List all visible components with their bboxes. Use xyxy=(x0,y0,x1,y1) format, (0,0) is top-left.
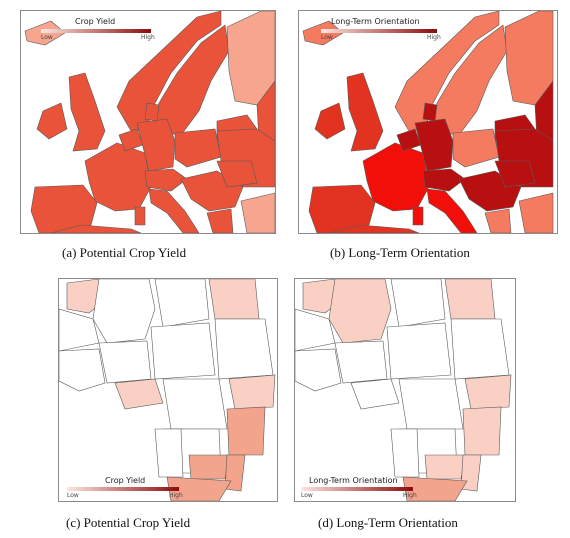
region-southern xyxy=(402,476,468,501)
region-angola xyxy=(390,428,420,478)
region-germany xyxy=(136,118,176,172)
region-north-africa xyxy=(50,224,142,233)
legend-color-ramp xyxy=(67,487,179,491)
region-poland xyxy=(452,128,500,168)
region-central xyxy=(398,378,464,430)
africa-map-crop-yield xyxy=(59,279,276,501)
legend-low-label: Low xyxy=(67,492,79,499)
map-panel-europe-crop-yield: Crop Yield Low High xyxy=(20,10,276,234)
legend-title: Crop Yield xyxy=(75,17,116,26)
legend-low-label: Low xyxy=(301,492,313,499)
region-egypt xyxy=(208,279,260,320)
region-zambia xyxy=(188,454,230,480)
legend-color-ramp xyxy=(41,29,151,33)
region-turkey-west xyxy=(518,192,554,233)
caption-a: (a) Potential Crop Yield xyxy=(62,245,187,260)
region-libya xyxy=(390,279,446,328)
region-alps xyxy=(422,168,466,192)
legend-crop-yield-c: Crop Yield Low High xyxy=(67,476,187,500)
region-niger-chad xyxy=(150,322,216,380)
region-mali xyxy=(98,340,152,384)
europe-map-long-term-orientation xyxy=(302,11,554,233)
legend-title: Crop Yield xyxy=(105,476,146,485)
legend-color-ramp xyxy=(301,487,413,491)
region-iceland xyxy=(24,20,66,46)
region-ghana-nigeria xyxy=(350,378,400,410)
region-north-africa xyxy=(328,224,420,233)
map-panel-africa-crop-yield: Crop Yield Low High xyxy=(58,278,278,502)
region-kenya-tanzania xyxy=(462,406,502,456)
region-alps xyxy=(144,168,188,192)
legend-low-label: Low xyxy=(321,34,333,41)
legend-title: Long-Term Orientation xyxy=(331,17,420,26)
africa-map-long-term-orientation xyxy=(295,279,512,501)
region-central xyxy=(162,378,228,430)
legend-title: Long-Term Orientation xyxy=(309,476,398,485)
region-denmark xyxy=(144,102,160,122)
region-greece xyxy=(484,208,512,233)
region-angola xyxy=(154,428,184,478)
region-ghana-nigeria xyxy=(114,378,164,410)
caption-b: (b) Long-Term Orientation xyxy=(330,245,470,260)
region-greece xyxy=(206,208,234,233)
region-mali xyxy=(334,340,388,384)
europe-map-crop-yield xyxy=(24,11,275,233)
legend-high-label: High xyxy=(427,34,441,41)
region-west-sahara xyxy=(295,308,336,352)
region-ethiopia xyxy=(464,374,512,410)
region-southern xyxy=(166,476,232,501)
region-algeria xyxy=(92,279,156,344)
region-poland xyxy=(174,128,222,168)
region-sardinia xyxy=(134,206,146,226)
region-ireland xyxy=(314,102,346,140)
region-sweden xyxy=(152,24,230,136)
region-west-sahara xyxy=(59,308,100,352)
region-algeria xyxy=(328,279,392,344)
region-ireland xyxy=(36,102,68,140)
legend-high-label: High xyxy=(403,492,417,499)
caption-d: (d) Long-Term Orientation xyxy=(318,515,458,530)
legend-lto-d: Long-Term Orientation Low High xyxy=(301,476,421,500)
legend-high-label: High xyxy=(141,34,155,41)
legend-crop-yield-a: Crop Yield Low High xyxy=(41,17,161,41)
region-sudan xyxy=(214,318,274,380)
region-kenya-tanzania xyxy=(226,406,266,456)
map-panel-africa-long-term-orientation: Long-Term Orientation Low High xyxy=(294,278,516,502)
caption-c: (c) Potential Crop Yield xyxy=(66,515,191,530)
region-denmark xyxy=(422,102,438,122)
region-sweden xyxy=(430,24,508,136)
region-west-coast xyxy=(295,348,342,392)
legend-color-ramp xyxy=(321,29,437,33)
legend-high-label: High xyxy=(169,492,183,499)
region-zambia xyxy=(424,454,466,480)
region-romania xyxy=(494,160,536,188)
region-ethiopia xyxy=(228,374,276,410)
region-germany xyxy=(414,118,454,172)
region-romania xyxy=(216,160,258,188)
region-niger-chad xyxy=(386,322,452,380)
region-italy xyxy=(148,188,200,233)
region-egypt xyxy=(444,279,496,320)
region-turkey-west xyxy=(240,192,275,233)
map-panel-europe-long-term-orientation: Long-Term Orientation Low High xyxy=(298,10,558,234)
region-britain xyxy=(68,72,106,152)
legend-lto-b: Long-Term Orientation Low High xyxy=(321,17,451,41)
region-russia-north xyxy=(256,80,275,142)
region-libya xyxy=(154,279,210,328)
region-west-coast xyxy=(59,348,106,392)
legend-low-label: Low xyxy=(41,34,53,41)
region-britain xyxy=(346,72,384,152)
region-sardinia xyxy=(412,206,424,226)
region-italy xyxy=(426,188,478,233)
region-iceland xyxy=(302,20,344,46)
region-sudan xyxy=(450,318,510,380)
